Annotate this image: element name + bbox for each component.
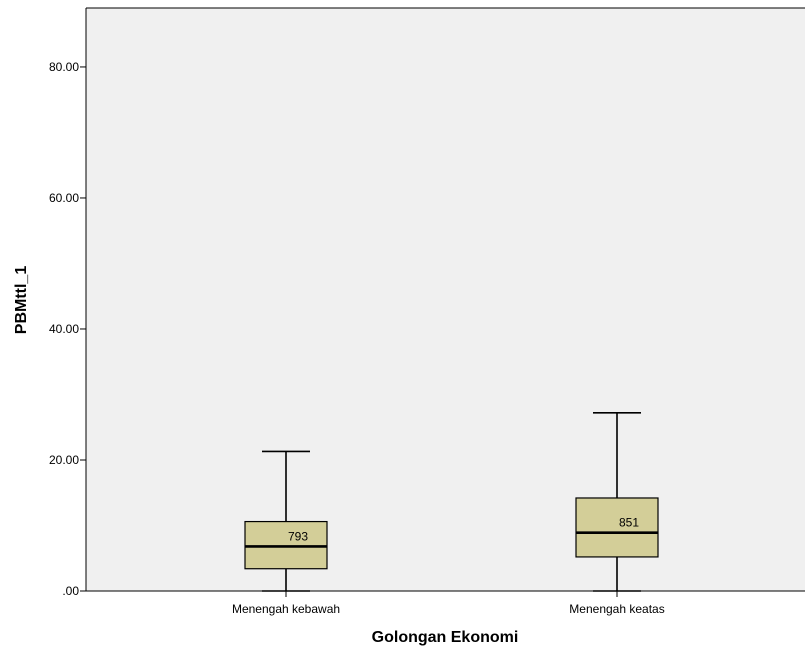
x-axis-ticks: Menengah kebawah Menengah keatas <box>232 591 665 616</box>
y-tick-label: 40.00 <box>49 322 79 336</box>
y-tick-label: 20.00 <box>49 453 79 467</box>
box-group: 793 <box>244 450 328 592</box>
y-tick-label: 80.00 <box>49 60 79 74</box>
box-data-label: 851 <box>619 516 639 530</box>
y-tick-label: .00 <box>62 584 79 598</box>
y-axis-ticks: .00 20.00 40.00 60.00 80.00 <box>49 60 86 598</box>
box-group: 851 <box>575 412 659 592</box>
x-tick-label: Menengah keatas <box>569 602 664 616</box>
y-axis-title: PBMttl_1 <box>13 266 30 335</box>
y-tick-label: 60.00 <box>49 191 79 205</box>
plot-area <box>86 8 805 591</box>
boxplot-series: 793 851 <box>244 412 659 592</box>
x-tick-label: Menengah kebawah <box>232 602 340 616</box>
iqr-box <box>575 497 659 558</box>
iqr-box <box>244 520 328 570</box>
x-axis-title: Golongan Ekonomi <box>372 629 519 646</box>
box-data-label: 793 <box>288 529 308 543</box>
